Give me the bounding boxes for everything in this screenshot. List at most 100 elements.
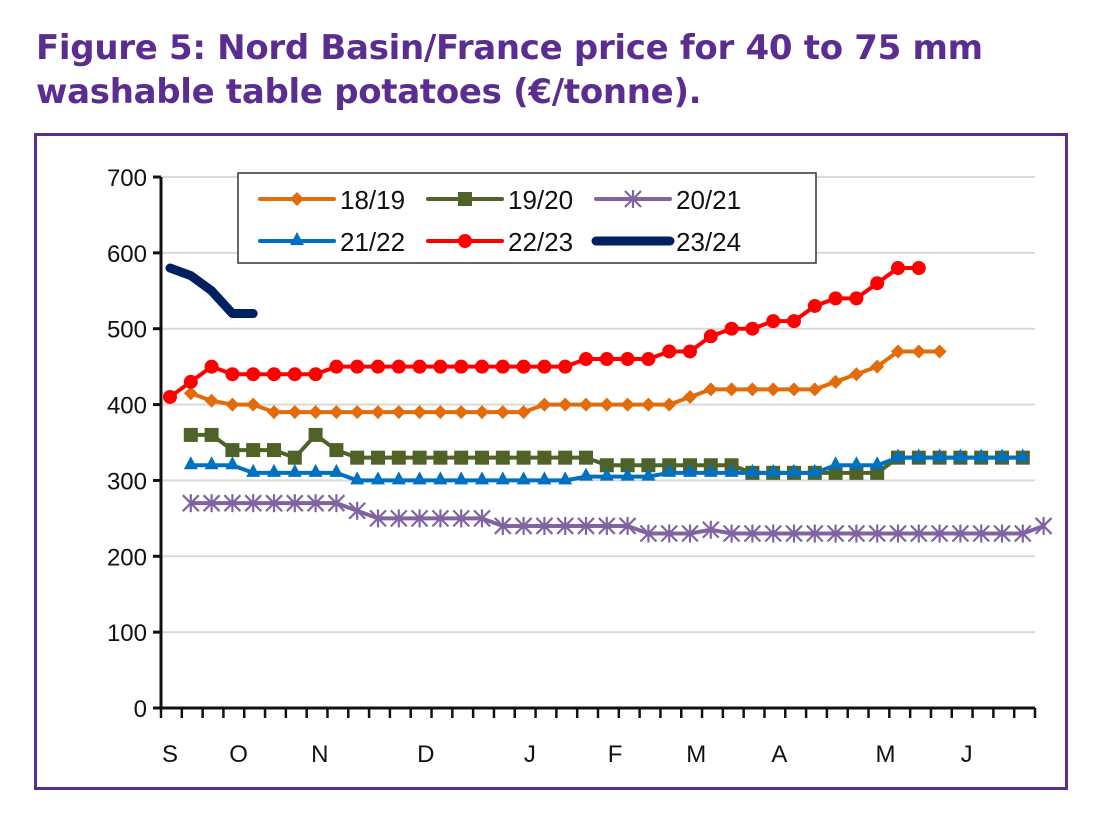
data-point [662,463,677,477]
legend-item: 18/19 [258,185,405,215]
data-point [225,456,240,470]
data-point [932,448,947,462]
data-point [473,509,491,528]
data-point [495,359,510,374]
data-point [329,443,344,458]
data-point [286,494,304,513]
data-point [391,450,406,465]
data-point [391,471,406,485]
data-point [662,344,677,359]
data-point [911,344,926,359]
data-point [412,359,427,374]
data-point [974,448,989,462]
data-point [537,359,552,374]
data-point [910,524,928,543]
data-point [951,524,970,543]
data-point [391,405,406,420]
data-point [743,524,762,543]
data-point [223,494,242,513]
data-point [433,405,448,420]
data-point [516,450,531,465]
data-point [475,405,489,420]
data-point [745,382,760,397]
data-point [267,367,281,382]
data-point [599,397,614,412]
data-point [246,443,261,458]
legend-item: 23/24 [591,227,741,257]
data-point [454,471,469,485]
data-point [620,467,635,481]
data-point [329,405,344,420]
data-point [828,465,843,480]
data-point [558,471,573,485]
data-point [972,524,990,543]
y-tick-label: 200 [107,544,147,571]
data-point [618,516,637,535]
data-point [308,405,323,420]
data-point [350,359,365,374]
data-point [828,374,843,389]
data-point [662,397,677,412]
data-point [889,524,907,543]
data-point [308,427,323,442]
data-point [246,367,261,382]
data-point [993,524,1011,543]
data-point [267,463,281,477]
data-point [348,501,366,520]
data-point [911,448,926,462]
data-point [204,359,219,374]
data-point [953,448,968,462]
data-point [431,509,450,528]
data-point [828,456,843,470]
series-23-24 [165,263,258,319]
data-point [410,509,429,528]
figure-title: Figure 5: Nord Basin/France price for 40… [36,26,1076,114]
data-point [641,397,656,412]
figure-title-line-2: washable table potatoes (€/tonne). [36,72,702,112]
y-tick-label: 400 [107,393,147,420]
data-point [806,524,824,543]
data-point [267,405,281,420]
data-point [579,467,593,481]
data-point [182,494,200,513]
x-tick-label: N [311,741,328,768]
data-point [371,405,385,420]
data-point [391,359,406,374]
data-point [683,463,697,477]
data-point [475,471,489,485]
x-tick-label: S [162,741,178,768]
data-point [745,463,760,477]
data-point [265,494,283,513]
x-tick-label: J [524,741,536,768]
data-point [558,450,573,465]
legend-label: 22/23 [508,227,573,257]
data-point [246,463,261,477]
data-point [703,463,718,477]
data-point [891,261,905,276]
data-point [412,450,427,465]
data-point [579,397,593,412]
y-tick-label: 600 [107,241,147,268]
series-19-20 [183,427,1030,480]
data-point [287,405,302,420]
x-tick-label: M [686,741,706,768]
y-tick-label: 500 [107,317,147,344]
data-point [202,494,221,513]
data-point [290,232,304,245]
data-point [807,463,822,477]
data-point [932,344,947,359]
data-point [807,298,822,313]
data-point [246,397,261,412]
data-point [537,450,552,465]
data-point [287,450,302,465]
legend-label: 23/24 [676,227,741,257]
data-point [1015,448,1030,462]
data-point [870,456,885,470]
data-point [516,471,531,485]
data-point [225,367,240,382]
data-point [599,467,614,481]
data-point [766,463,781,477]
data-point [579,450,593,465]
data-point [1034,516,1053,535]
